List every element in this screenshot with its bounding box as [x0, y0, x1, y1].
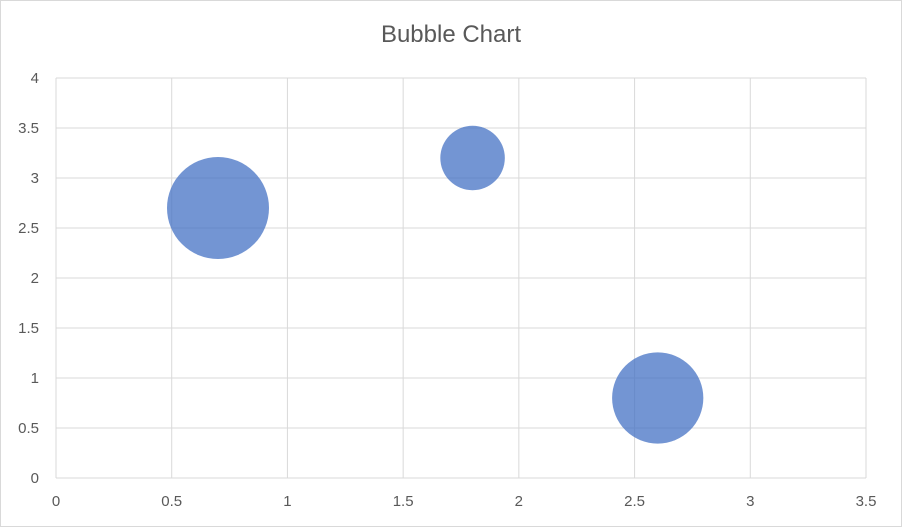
x-tick-label: 1 [283, 493, 291, 510]
y-tick-label: 4 [31, 70, 39, 87]
y-tick-label: 0.5 [18, 420, 39, 437]
y-tick-label: 3.5 [18, 120, 39, 137]
y-tick-label: 1 [31, 370, 39, 387]
chart-title: Bubble Chart [380, 21, 522, 48]
bubble [440, 125, 505, 191]
x-tick-label: 1.5 [393, 493, 414, 510]
x-tick-label: 3.5 [856, 493, 877, 510]
y-tick-label: 2.5 [18, 220, 39, 237]
x-tick-label: 2.5 [624, 493, 645, 510]
y-tick-label: 3 [31, 170, 39, 187]
x-tick-label: 3 [746, 493, 754, 510]
bubble [167, 157, 269, 259]
y-tick-label: 1.5 [18, 320, 39, 337]
x-tick-label: 2 [515, 493, 523, 510]
bubble [612, 352, 704, 444]
y-tick-label: 2 [31, 270, 39, 287]
y-tick-label: 0 [31, 470, 39, 487]
x-tick-label: 0.5 [161, 493, 182, 510]
x-tick-label: 0 [52, 493, 60, 510]
